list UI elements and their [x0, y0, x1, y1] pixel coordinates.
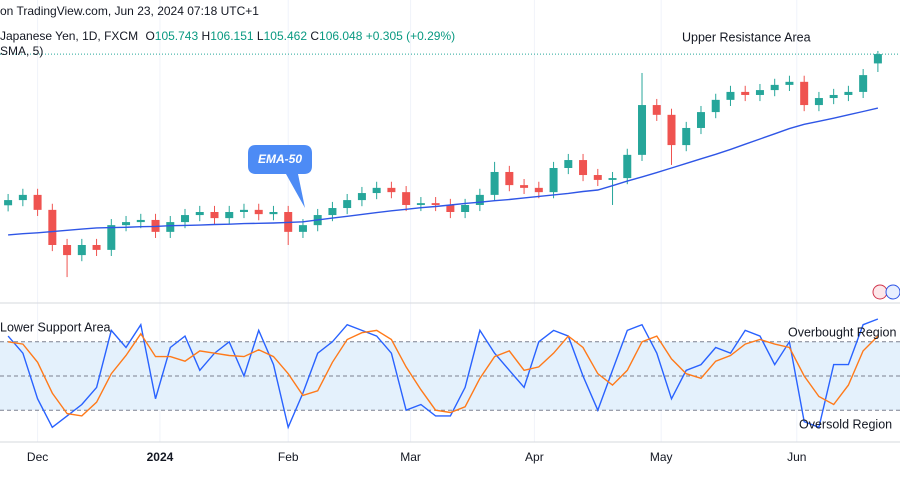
candle-body	[623, 154, 632, 179]
candle-body	[181, 215, 190, 223]
candle-body	[608, 178, 617, 180]
candle-body	[770, 84, 779, 91]
candle-body	[298, 225, 307, 232]
candle-body	[593, 175, 602, 180]
candle-body	[844, 91, 853, 95]
candle-body	[490, 171, 499, 195]
candle-body	[549, 168, 558, 193]
candle-body	[785, 81, 794, 85]
candle-body	[48, 209, 57, 245]
ohlc-value: 106.151	[210, 29, 254, 43]
toolbar-icons[interactable]	[872, 284, 900, 300]
candle-body	[254, 209, 263, 215]
series-line	[7, 329, 879, 417]
annotation: Overbought Region	[788, 325, 896, 339]
candle-body	[225, 212, 234, 219]
ema-callout: EMA-50	[248, 145, 312, 208]
candle-body	[859, 75, 868, 92]
x-tick-label: May	[650, 450, 673, 464]
x-tick-label: Jun	[787, 450, 806, 464]
symbol-legend: Japanese Yen, 1D, FXCM O105.743 H106.151…	[0, 29, 455, 43]
candle-body	[166, 222, 175, 232]
x-tick-label: Apr	[525, 450, 544, 464]
candle-body	[77, 245, 86, 256]
candle-body	[696, 112, 705, 128]
indicator-legend: SMA, 5)	[0, 44, 43, 58]
candle-body	[402, 192, 411, 205]
candle-body	[4, 200, 13, 206]
candle-body	[520, 185, 529, 188]
annotation: Oversold Region	[799, 417, 892, 431]
candle-body	[269, 212, 278, 215]
x-tick-label: Dec	[27, 450, 48, 464]
candle-body	[431, 203, 440, 205]
x-tick-label: Mar	[400, 450, 421, 464]
source: on TradingView.com, Jun 23, 2024 07:18 U…	[0, 4, 259, 18]
candle-body	[92, 245, 101, 250]
symbol: Japanese Yen, 1D, FXCM	[0, 29, 138, 43]
icon[interactable]	[885, 284, 900, 300]
candle-body	[372, 187, 381, 194]
x-tick-label: Feb	[278, 450, 299, 464]
candle-body	[755, 90, 764, 95]
candle-body	[579, 160, 588, 176]
candle-body	[18, 194, 27, 201]
change: +0.305 (+0.29%)	[366, 29, 455, 43]
ohlc-prefix: L	[257, 29, 264, 43]
candle-body	[741, 91, 750, 95]
candle-body	[564, 160, 573, 168]
candle-body	[239, 209, 248, 212]
candle-body	[873, 54, 882, 64]
candle-body	[638, 105, 647, 155]
ohlc-prefix: O	[145, 29, 154, 43]
ohlc-value: 105.743	[155, 29, 199, 43]
x-tick-label: 2024	[147, 450, 174, 464]
candle-body	[195, 212, 204, 216]
candle-body	[711, 99, 720, 113]
candle-body	[461, 204, 470, 212]
candle-body	[136, 219, 145, 223]
callout-text: EMA-50	[258, 152, 302, 166]
ohlc-value: 106.048	[319, 29, 363, 43]
candle-body	[63, 245, 72, 256]
candle-body	[107, 225, 116, 250]
candle-body	[505, 171, 514, 186]
candle-body	[357, 193, 366, 201]
series-line	[7, 318, 879, 430]
candle-body	[726, 91, 735, 100]
candle-body	[652, 105, 661, 115]
candle-body	[210, 212, 219, 219]
ohlc-prefix: H	[202, 29, 211, 43]
candle-body	[387, 187, 396, 193]
icon[interactable]	[872, 284, 888, 300]
candle-body	[33, 194, 42, 210]
candle-body	[122, 222, 131, 226]
candle-body	[416, 203, 425, 205]
ohlc-prefix: C	[310, 29, 319, 43]
candle-body	[328, 208, 337, 216]
candle-body	[446, 204, 455, 212]
plot: Dec 2024 Feb Mar Apr May Jun	[0, 50, 900, 464]
callout-bubble	[248, 145, 312, 208]
annotation: Upper Resistance Area	[682, 30, 811, 44]
ohlc-value: 105.462	[264, 29, 308, 43]
candle-body	[800, 81, 809, 106]
series-line	[8, 107, 879, 236]
candle-body	[343, 200, 352, 209]
candle-body	[829, 94, 838, 99]
candle-body	[667, 114, 676, 146]
candle-body	[534, 187, 543, 193]
candle-body	[814, 98, 823, 106]
candle-body	[682, 127, 691, 146]
annotation: Lower Support Area	[0, 320, 111, 334]
candle-body	[475, 194, 484, 205]
